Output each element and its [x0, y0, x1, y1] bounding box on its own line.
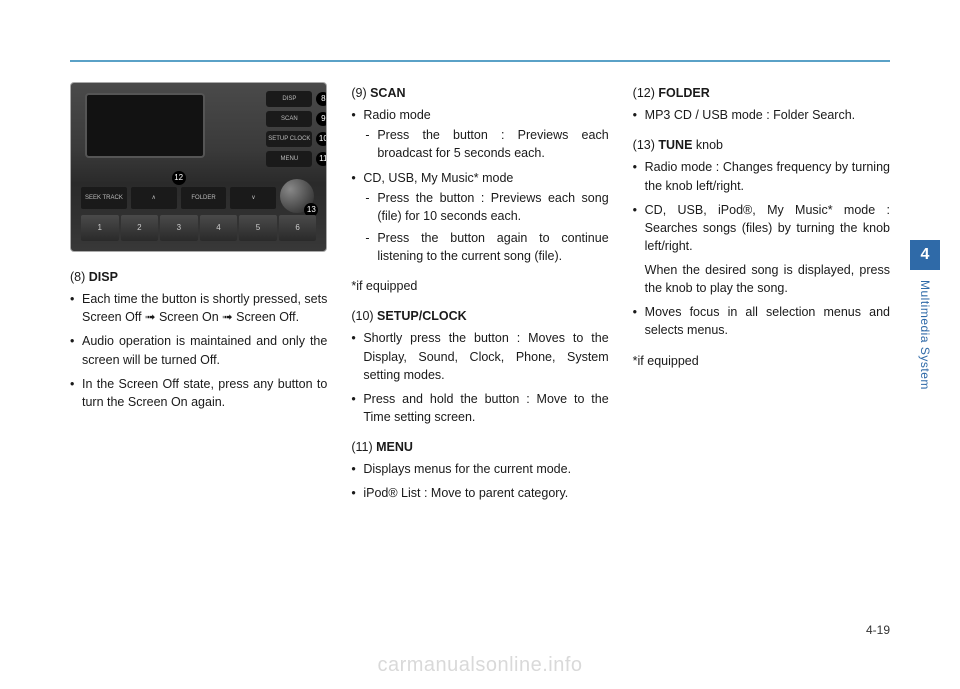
- folder-seg: FOLDER: [181, 187, 227, 209]
- scan-btn: SCAN: [281, 115, 298, 124]
- item8-b3: In the Screen Off state, press any butto…: [70, 375, 327, 411]
- item13-b2: CD, USB, iPod®, My Music* mode : Searche…: [645, 203, 890, 253]
- radio-panel-image: DISP8 SCAN9 SETUP CLOCK10 MENU11 SEEK TR…: [70, 82, 327, 252]
- item-10: (10) SETUP/CLOCK Shortly press the butto…: [351, 307, 608, 426]
- item-8: (8) DISP Each time the button is shortly…: [70, 268, 327, 411]
- watermark: carmanualsonline.info: [377, 654, 582, 677]
- item13-footnote: *if equipped: [633, 352, 890, 370]
- item13-bullets: Radio mode : Changes frequency by turnin…: [633, 158, 890, 339]
- item8-b2: Audio operation is maintained and only t…: [70, 332, 327, 368]
- item9-g1-d1: Press the button : Previews each broadca…: [363, 126, 608, 162]
- item13-inset: When the desired song is displayed, pres…: [645, 261, 890, 297]
- radio-screen: [85, 93, 205, 158]
- item-12: (12) FOLDER MP3 CD / USB mode : Folder S…: [633, 84, 890, 124]
- item9-g2-d2: Press the button again to continue liste…: [363, 229, 608, 265]
- item12-label: FOLDER: [658, 86, 709, 100]
- manual-page: DISP8 SCAN9 SETUP CLOCK10 MENU11 SEEK TR…: [0, 0, 960, 689]
- item13-num: (13): [633, 138, 655, 152]
- preset-6: 6: [279, 215, 317, 241]
- setup-btn: SETUP CLOCK: [268, 135, 310, 144]
- callout-12: 12: [172, 171, 186, 185]
- disp-btn: DISP: [282, 95, 296, 104]
- content-columns: DISP8 SCAN9 SETUP CLOCK10 MENU11 SEEK TR…: [70, 82, 890, 514]
- column-3: (12) FOLDER MP3 CD / USB mode : Folder S…: [633, 82, 890, 514]
- item9-g1-lead: Radio mode: [363, 108, 430, 122]
- item9-groups: Radio mode Press the button : Previews e…: [351, 106, 608, 265]
- item13-suffix: knob: [692, 138, 723, 152]
- item9-g2-d1: Press the button : Previews each song (f…: [363, 189, 608, 225]
- item11-num: (11): [351, 440, 372, 454]
- page-number: 4-19: [866, 623, 890, 637]
- item12-bullets: MP3 CD / USB mode : Folder Search.: [633, 106, 890, 124]
- item11-label: MENU: [376, 440, 413, 454]
- item13-b2-wrap: CD, USB, iPod®, My Music* mode : Searche…: [633, 201, 890, 298]
- item9-label: SCAN: [370, 86, 405, 100]
- item11-b2: iPod® List : Move to parent category.: [351, 484, 608, 502]
- preset-3: 3: [160, 215, 198, 241]
- item11-bullets: Displays menus for the current mode. iPo…: [351, 460, 608, 502]
- menu-btn: MENU: [280, 155, 298, 164]
- side-label: Multimedia System: [910, 280, 940, 420]
- item8-bullets: Each time the button is shortly pressed,…: [70, 290, 327, 411]
- up-seg: ∧: [131, 187, 177, 209]
- item10-num: (10): [351, 309, 373, 323]
- item9-g2: CD, USB, My Music* mode Press the button…: [351, 169, 608, 266]
- item12-b1: MP3 CD / USB mode : Folder Search.: [633, 106, 890, 124]
- side-tab: 4: [910, 240, 940, 270]
- callout-10: 10: [316, 132, 327, 146]
- column-1: DISP8 SCAN9 SETUP CLOCK10 MENU11 SEEK TR…: [70, 82, 327, 514]
- item8-label: DISP: [89, 270, 118, 284]
- callout-9: 9: [316, 112, 327, 126]
- item10-b1: Shortly press the button : Moves to the …: [351, 329, 608, 383]
- item-13: (13) TUNE knob Radio mode : Changes freq…: [633, 136, 890, 369]
- top-rule: [70, 60, 890, 62]
- item9-num: (9): [351, 86, 366, 100]
- preset-5: 5: [239, 215, 277, 241]
- item-9: (9) SCAN Radio mode Press the button : P…: [351, 84, 608, 295]
- item10-label: SETUP/CLOCK: [377, 309, 467, 323]
- callout-11: 11: [316, 152, 327, 166]
- item-11: (11) MENU Displays menus for the current…: [351, 438, 608, 502]
- item8-b1: Each time the button is shortly pressed,…: [70, 290, 327, 326]
- radio-right-buttons: DISP8 SCAN9 SETUP CLOCK10 MENU11: [266, 91, 312, 167]
- item11-b1: Displays menus for the current mode.: [351, 460, 608, 478]
- item9-footnote: *if equipped: [351, 277, 608, 295]
- seek-seg: SEEK TRACK: [81, 187, 127, 209]
- item9-g1: Radio mode Press the button : Previews e…: [351, 106, 608, 162]
- item13-label: TUNE: [658, 138, 692, 152]
- item10-bullets: Shortly press the button : Moves to the …: [351, 329, 608, 426]
- item13-b3: Moves focus in all selection menus and s…: [633, 303, 890, 339]
- radio-mid-row: SEEK TRACK ∧ FOLDER ∨ 12: [81, 187, 276, 209]
- tune-knob: 13: [280, 179, 314, 213]
- preset-4: 4: [200, 215, 238, 241]
- item10-b2: Press and hold the button : Move to the …: [351, 390, 608, 426]
- item13-b1: Radio mode : Changes frequency by turnin…: [633, 158, 890, 194]
- radio-preset-row: 1 2 3 4 5 6: [81, 215, 316, 241]
- down-seg: ∨: [230, 187, 276, 209]
- preset-1: 1: [81, 215, 119, 241]
- column-2: (9) SCAN Radio mode Press the button : P…: [351, 82, 608, 514]
- item12-num: (12): [633, 86, 655, 100]
- preset-2: 2: [121, 215, 159, 241]
- item8-num: (8): [70, 270, 85, 284]
- callout-8: 8: [316, 92, 327, 106]
- item9-g2-lead: CD, USB, My Music* mode: [363, 171, 513, 185]
